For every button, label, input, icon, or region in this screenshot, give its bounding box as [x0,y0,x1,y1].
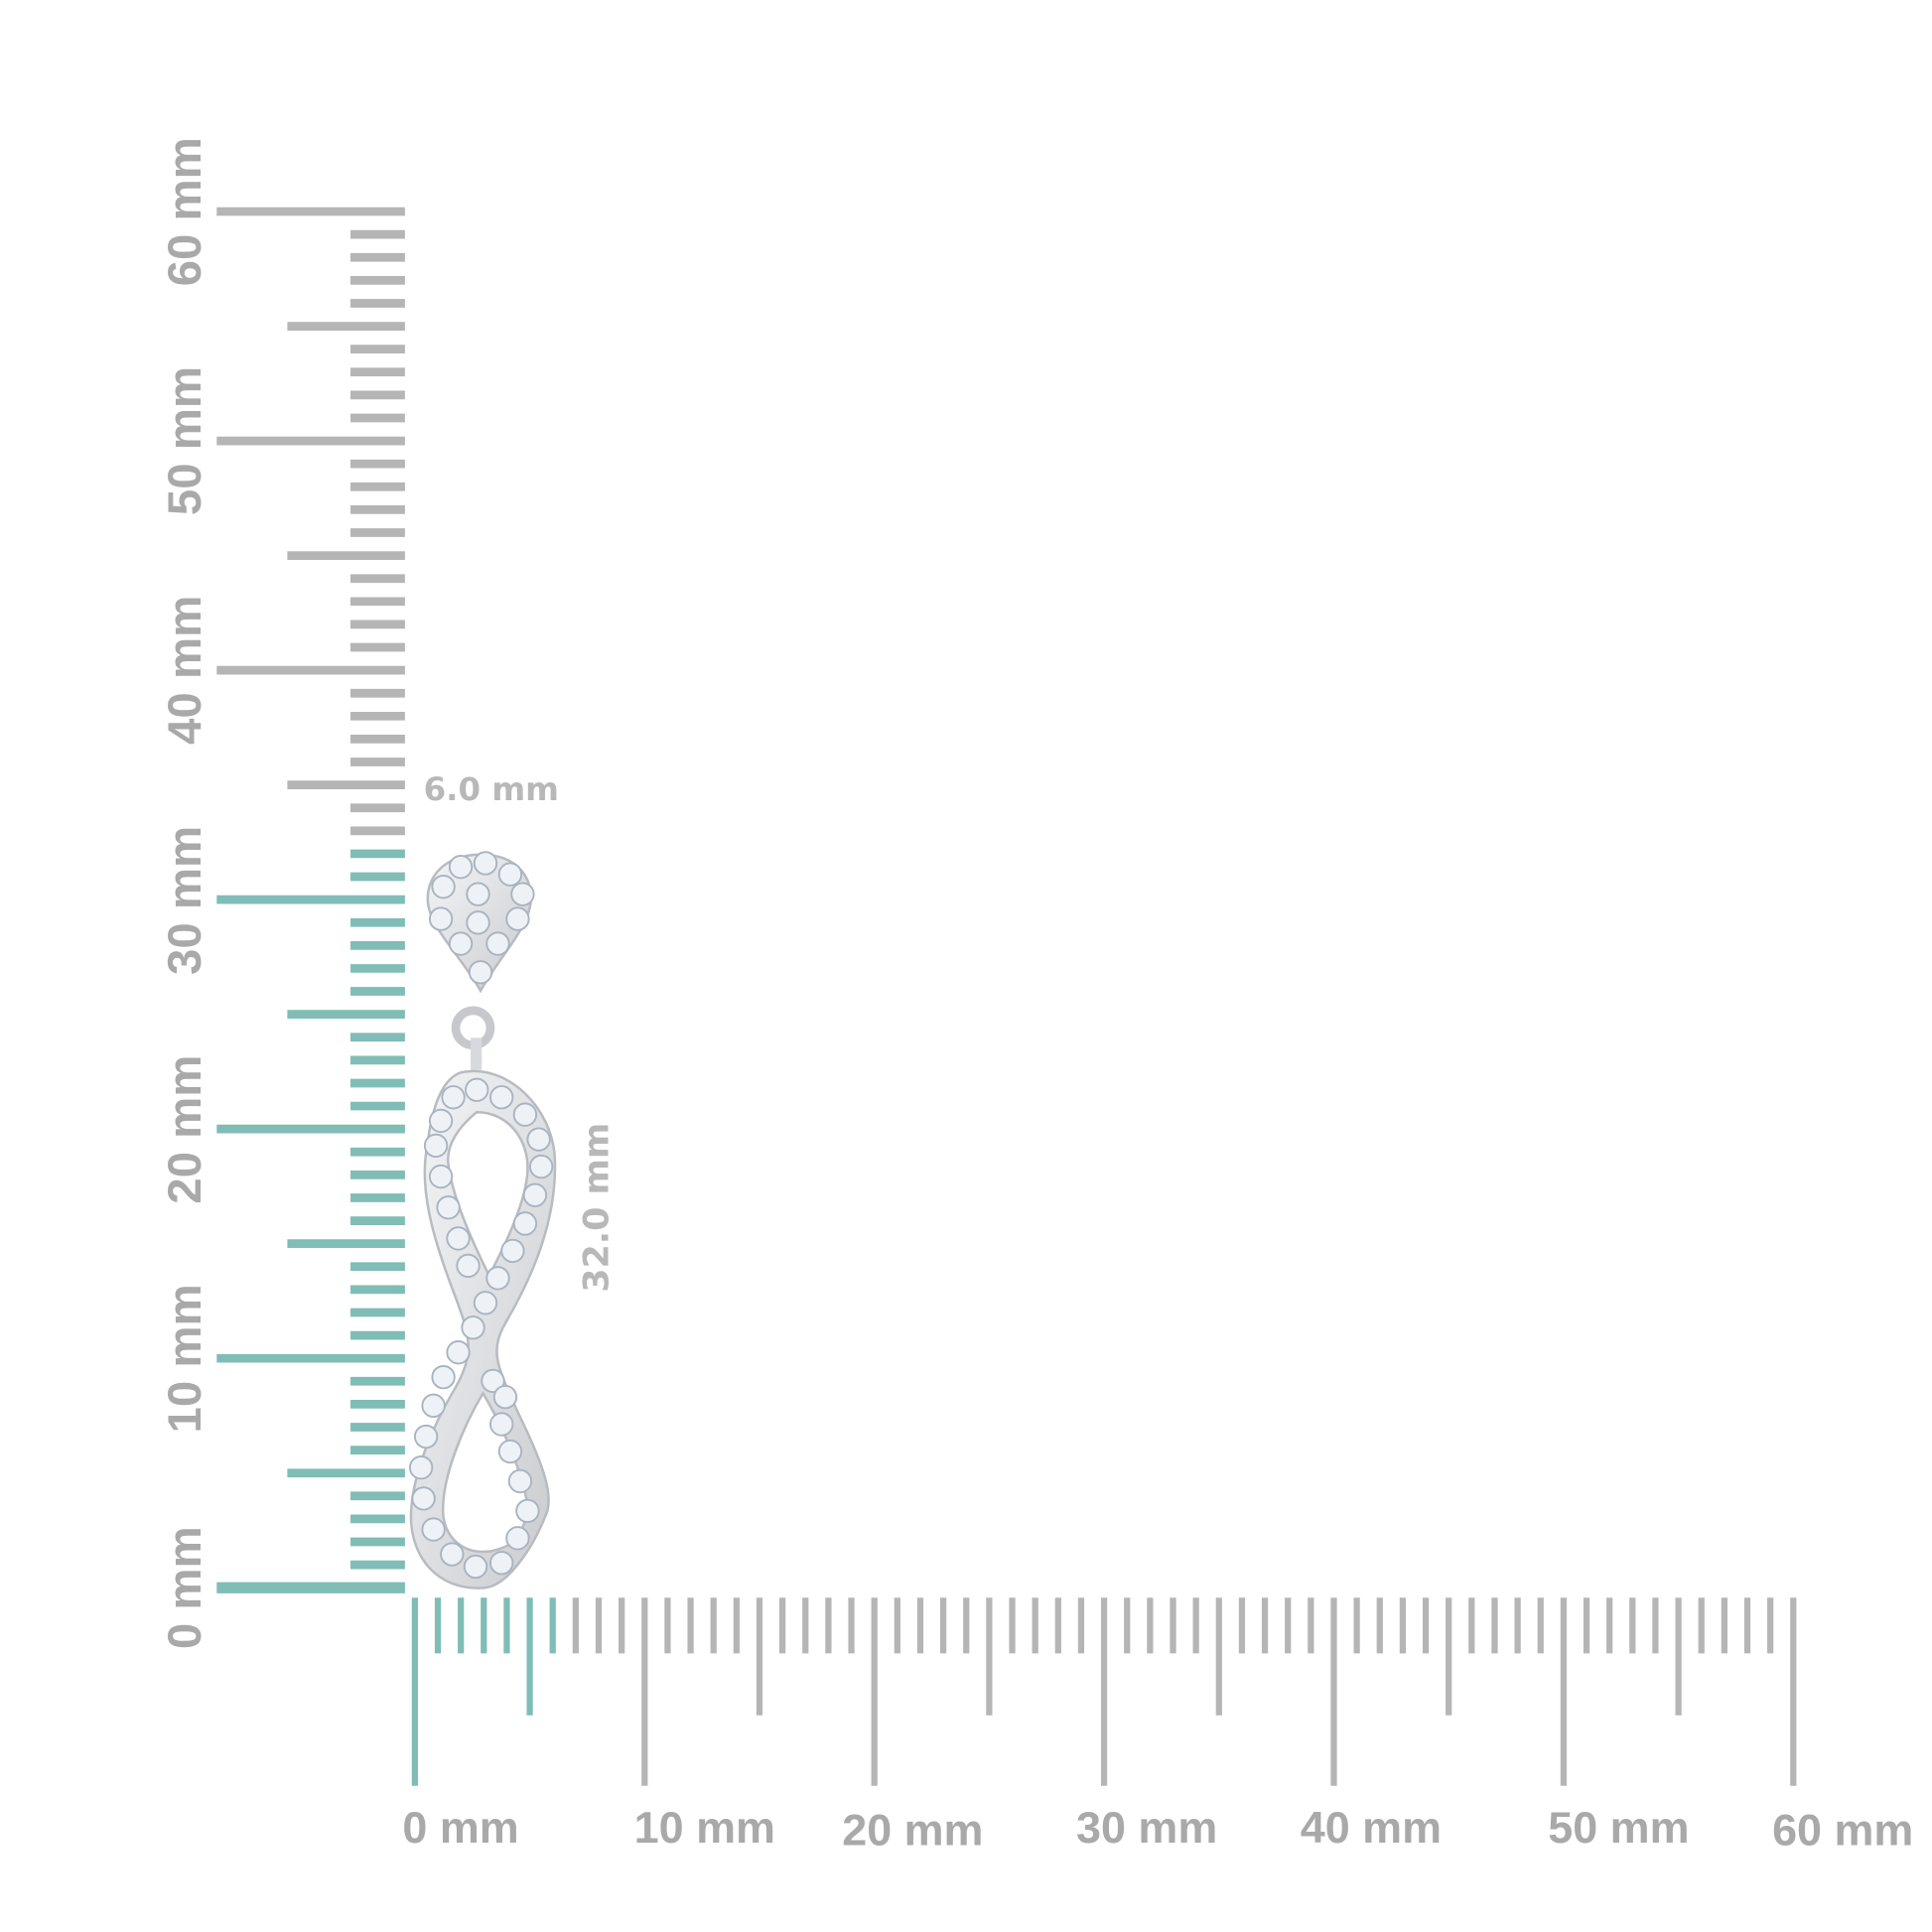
diamond-stone [428,1108,454,1134]
diamond-stone [473,1291,498,1315]
diamond-stone [413,1424,439,1449]
diamond-stone [485,1266,510,1291]
diamond-stone [526,1127,551,1152]
diamond-stone [468,960,493,985]
diamond-stone [428,906,454,931]
diamond-stone [466,910,490,935]
diamond-stone [489,1085,514,1110]
v-label-40: 40 mm [159,596,211,745]
diamond-stone [448,855,474,880]
diamond-stone [510,882,535,906]
diamond-stone [507,1468,533,1494]
vertical-ruler-labels: 0 mm 10 mm 20 mm 30 mm 40 mm 50 mm 60 mm [159,137,211,1649]
diamond-stone [481,1368,505,1394]
horizontal-ruler-labels: 0 mm 10 mm 20 mm 30 mm 40 mm 50 mm 60 mm [402,1802,1913,1855]
diamond-stone [473,851,498,876]
diamond-stone [497,862,523,887]
diamond-stone [461,1315,485,1340]
earring-image [408,851,557,1589]
diamond-stone [431,875,456,899]
v-label-20: 20 mm [159,1055,211,1204]
h-label-40: 40 mm [1301,1802,1442,1853]
diamond-stone [448,931,474,956]
diamond-stone [421,1393,446,1419]
diamond-stone [512,1102,538,1127]
diamond-stone [500,1238,525,1264]
v-label-60: 60 mm [159,137,211,286]
h-label-10: 10 mm [634,1802,775,1853]
v-label-0: 0 mm [159,1526,211,1649]
height-dimension-label: 32.0 mm [577,1123,617,1293]
v-label-50: 50 mm [159,366,211,515]
h-label-20: 20 mm [842,1805,983,1856]
diamond-stone [440,1542,465,1567]
diamond-stone [505,1526,530,1551]
diamond-stone [497,1439,523,1464]
diamond-stone [505,906,530,931]
diamond-stone [492,1384,518,1410]
h-label-30: 30 mm [1076,1802,1217,1853]
diamond-stone [436,1195,461,1220]
width-dimension-label: 6.0 mm [424,770,559,808]
diamond-stone [456,1253,481,1279]
diamond-stone [489,1412,514,1437]
h-label-60: 60 mm [1772,1805,1913,1856]
v-label-10: 10 mm [159,1284,211,1433]
diamond-stone [528,1154,554,1179]
diamond-stone [408,1455,434,1480]
diamond-stone [411,1486,436,1511]
diamond-stone [431,1364,456,1390]
diamond-stone [515,1498,540,1524]
diamond-stones [408,851,554,1580]
diamond-stone [428,1164,454,1189]
diamond-stone [463,1554,488,1580]
vertical-ruler [216,207,405,1593]
diamond-stone [485,931,510,956]
diamond-stone [446,1226,471,1251]
connector [471,1037,483,1070]
diamond-stone [465,1077,489,1102]
diamond-stone [522,1182,548,1207]
diamond-stone [421,1517,446,1542]
v-label-30: 30 mm [159,826,211,975]
h-label-0: 0 mm [402,1802,518,1853]
diamond-stone [446,1340,471,1365]
diamond-stone [423,1133,449,1159]
diamond-stone [512,1211,538,1236]
horizontal-ruler [411,1597,1797,1786]
diamond-stone [489,1551,514,1576]
h-label-50: 50 mm [1548,1802,1689,1853]
diamond-stone [466,882,490,906]
diamond-stone [441,1085,466,1110]
